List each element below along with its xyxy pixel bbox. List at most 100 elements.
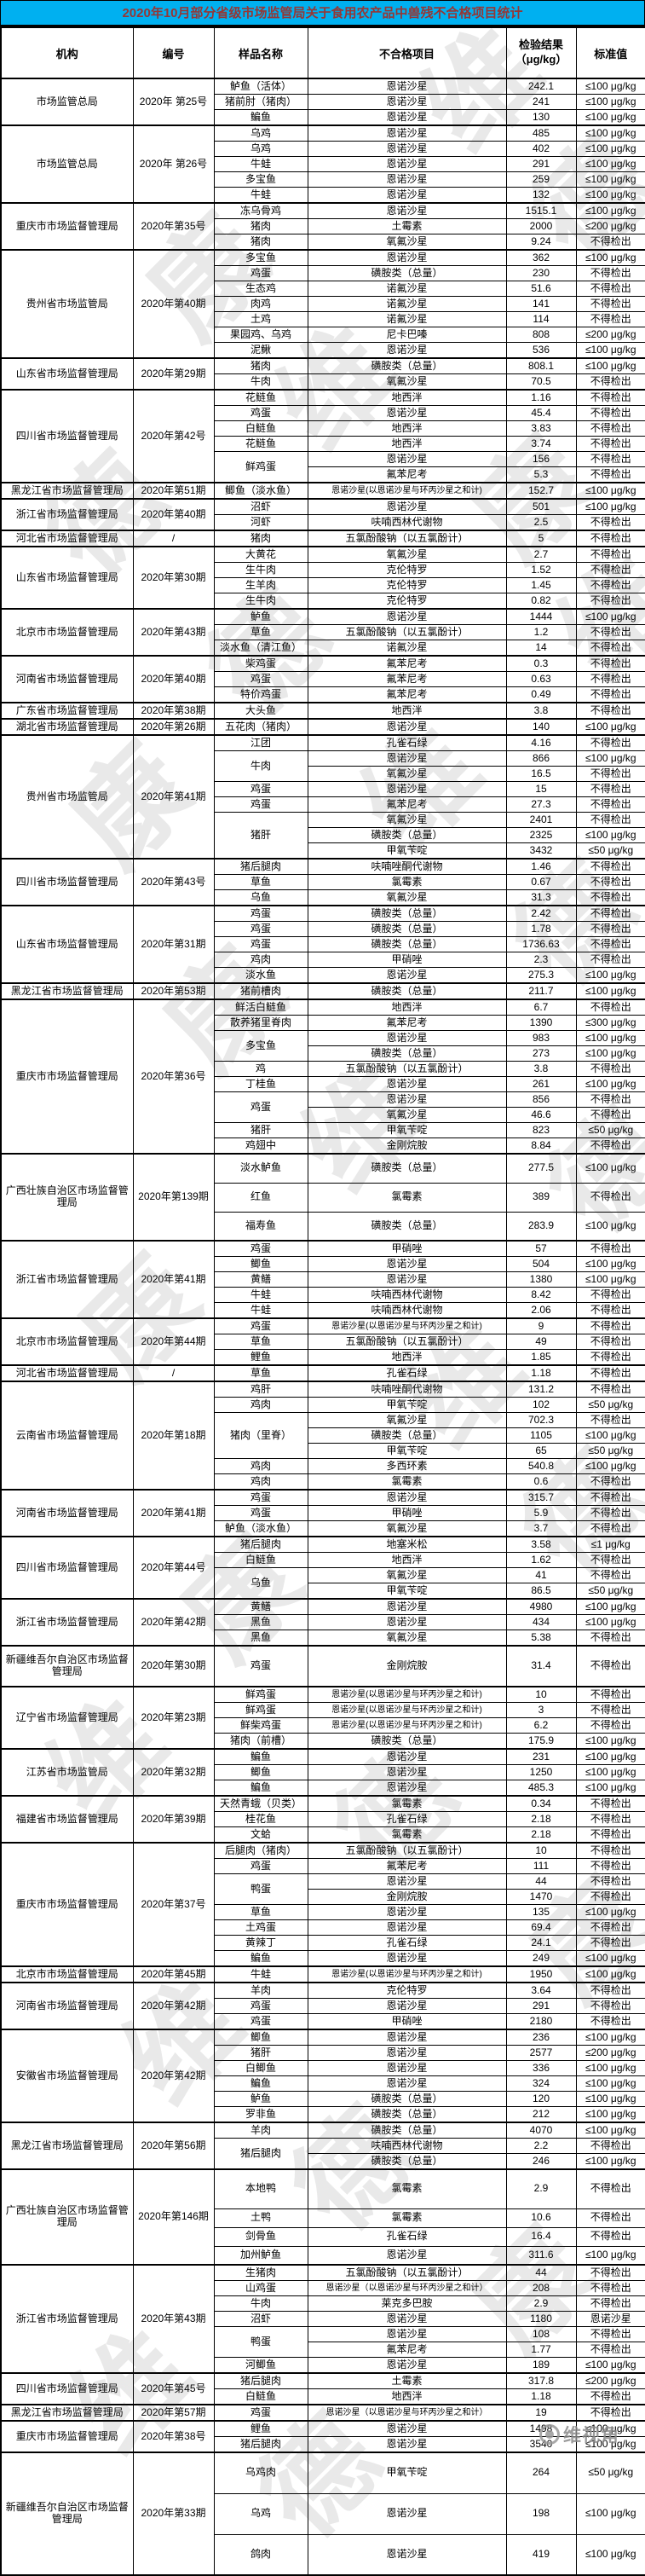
- standard-cell: 不得检出: [575, 296, 645, 312]
- table-row: 鸡肉 甲硝唑 2.3 不得检出: [1, 952, 645, 968]
- table-row: 鸡肉 氯霉素 0.6 不得检出: [1, 1473, 645, 1491]
- table-row: 牛肉 恩诺沙星 866 ≤100 μg/kg: [1, 750, 645, 782]
- item-cell: 恩诺沙星: [307, 1950, 507, 1967]
- item-cell: 磺胺类（总量）: [307, 1733, 507, 1750]
- agency-cell: 四川省市场监督管理局: [0, 389, 134, 483]
- item-cell: 恩诺沙星: [307, 1256, 507, 1272]
- result-cell: 46.6: [505, 1107, 577, 1123]
- table-row: 甲氧苄啶 86.5 ≤50 μg/kg: [1, 1583, 645, 1600]
- result-cell: 2.06: [505, 1302, 577, 1319]
- result-cell: 402: [505, 141, 577, 157]
- result-cell: 45.4: [505, 405, 577, 421]
- sample-cell: 天然青蛾（贝类）: [213, 1795, 308, 1812]
- sample-cell: 鸡翅中: [213, 1137, 308, 1155]
- result-cell: 485: [505, 124, 577, 142]
- sample-cell: 鸭蛋: [213, 2326, 308, 2358]
- result-cell: 1105: [505, 1427, 577, 1444]
- result-cell: 1.78: [505, 921, 577, 937]
- result-cell: 1470: [505, 1889, 577, 1905]
- sample-cell: 生牛肉: [213, 593, 308, 610]
- item-cell: 恩诺沙星: [307, 141, 507, 157]
- item-cell: 恩诺沙星: [307, 124, 507, 142]
- standard-cell: ≤100 μg/kg: [575, 608, 645, 625]
- standard-cell: ≤100 μg/kg: [575, 109, 645, 126]
- agency-cell: 河南省市场监督管理局: [0, 1982, 134, 2030]
- item-cell: 氟苯尼考: [307, 1858, 507, 1874]
- standard-cell: 不得检出: [575, 858, 645, 875]
- standard-cell: 不得检出: [575, 874, 645, 890]
- table-row: 四川省市场监督管理局 2020年第45号 猪后腿肉 土霉素 317.8 ≤200 μg/k…: [0, 2372, 645, 2405]
- sample-cell: 淡水鱼: [213, 967, 308, 984]
- result-cell: 44: [505, 1873, 577, 1890]
- item-cell: 恩诺沙星: [307, 2029, 507, 2046]
- standard-cell: 不得检出: [575, 655, 645, 672]
- sample-cell: 加州鲈鱼: [213, 2245, 308, 2266]
- issue-cell: 2020年第41期: [132, 734, 215, 860]
- table-row: 鸡翅中 金刚烷胺 8.84 不得检出: [1, 1137, 645, 1155]
- item-cell: 恩诺沙星: [307, 2533, 507, 2576]
- standard-cell: 不得检出: [575, 1381, 645, 1398]
- result-cell: 3.7: [505, 1520, 577, 1537]
- item-cell: 诺氟沙星: [307, 311, 507, 327]
- item-cell: 地西泮: [307, 436, 507, 452]
- standard-cell: 不得检出: [575, 1334, 645, 1350]
- standard-cell: 不得检出: [575, 2342, 645, 2358]
- sample-cell: 鳊鱼: [213, 2075, 308, 2092]
- result-cell: 189: [505, 2357, 577, 2374]
- item-cell: 恩诺沙星(以恩诺沙星与环丙沙星之和计): [307, 1317, 507, 1334]
- item-cell: 甲硝唑: [307, 2013, 507, 2030]
- sample-cell: 黑鱼: [213, 1630, 308, 1647]
- sample-cell: 黑鱼: [213, 1614, 308, 1630]
- sample-cell: 鲜柴鸡蛋: [213, 1717, 308, 1734]
- item-cell: 克伦特罗: [307, 562, 507, 578]
- standard-cell: 不得检出: [575, 1091, 645, 1108]
- standard-cell: 不得检出: [575, 1717, 645, 1734]
- item-cell: 磺胺类（总量）: [307, 2106, 507, 2123]
- issue-cell: /: [132, 530, 215, 547]
- agency-cell: 浙江省市场监督管理局: [0, 2264, 134, 2374]
- result-cell: 8.84: [505, 1137, 577, 1155]
- table-row: 鲜鸡蛋 恩诺沙星 156 不得检出: [1, 451, 645, 483]
- sample-cell: 鲜活白鲢鱼: [213, 999, 308, 1016]
- result-cell: 0.63: [505, 671, 577, 687]
- sample-cell: 土鸡蛋: [213, 1919, 308, 1936]
- standard-cell: ≤100 μg/kg: [575, 1598, 645, 1615]
- standard-cell: 不得检出: [575, 1505, 645, 1521]
- table-row: 氧氟沙星 46.6 不得检出: [1, 1107, 645, 1123]
- item-cell: 多西环素: [307, 1458, 507, 1474]
- result-cell: 2000: [505, 218, 577, 234]
- item-cell: 克伦特罗: [307, 577, 507, 593]
- sample-cell: 鲜鸡蛋: [213, 451, 308, 483]
- item-cell: 恩诺沙星: [307, 187, 507, 204]
- standard-cell: 不得检出: [575, 451, 645, 467]
- standard-cell: ≤100 μg/kg: [575, 1045, 645, 1062]
- result-cell: 1.16: [505, 389, 577, 406]
- table-row: 浙江省市场监督管理局 2020年第40期 沼虾 恩诺沙星 501 ≤100 μg/kg: [0, 498, 645, 531]
- result-cell: 311.6: [505, 2245, 577, 2266]
- standard-cell: ≤100 μg/kg: [575, 202, 645, 219]
- sample-cell: 罗非鱼: [213, 2106, 308, 2123]
- result-cell: 2.42: [505, 905, 577, 922]
- standard-cell: 不得检出: [575, 1182, 645, 1213]
- result-cell: 6.2: [505, 1717, 577, 1734]
- sample-cell: 鸡肉: [213, 952, 308, 968]
- item-cell: 氧氟沙星: [307, 234, 507, 251]
- item-cell: 恩诺沙星: [307, 202, 507, 219]
- result-cell: 120: [505, 2091, 577, 2107]
- item-cell: 磺胺类（总量）: [307, 265, 507, 281]
- sample-cell: 猪肉: [213, 218, 308, 234]
- table-row: 湖北省市场监督管理局 2020年第26期 五花肉（猪肉） 恩诺沙星 140 ≤100 μg…: [0, 718, 645, 736]
- sample-cell: 猪肉: [213, 530, 308, 547]
- result-cell: 501: [505, 498, 577, 515]
- standard-cell: ≤200 μg/kg: [575, 218, 645, 234]
- standard-cell: 不得检出: [575, 999, 645, 1016]
- item-cell: 恩诺沙星: [307, 405, 507, 421]
- item-cell: 呋喃西林代谢物: [307, 1302, 507, 1319]
- item-cell: 恩诺沙星: [307, 2492, 507, 2535]
- table-row: 猪肉 土霉素 2000 ≤200 μg/kg: [1, 218, 645, 234]
- table-row: 北京市市场监督管理局 2020年第43期 鲈鱼 恩诺沙星 1444 ≤100 μg/kg: [0, 608, 645, 657]
- standard-cell: ≤100 μg/kg: [575, 2091, 645, 2107]
- table-row: 猪肝 氧氟沙星 2401 不得检出: [1, 812, 645, 860]
- sample-cell: 鸡蛋: [213, 1505, 308, 1521]
- table-row: 黑龙江省市场监督管理局 2020年第57期 鸡蛋 恩诺沙星（以恩诺沙星与环丙沙星之和计…: [0, 2404, 645, 2422]
